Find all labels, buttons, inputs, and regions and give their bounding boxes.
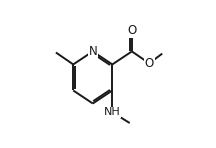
Text: NH: NH [104, 107, 121, 117]
Text: O: O [145, 57, 154, 70]
Text: N: N [88, 45, 97, 58]
Text: O: O [127, 24, 137, 37]
